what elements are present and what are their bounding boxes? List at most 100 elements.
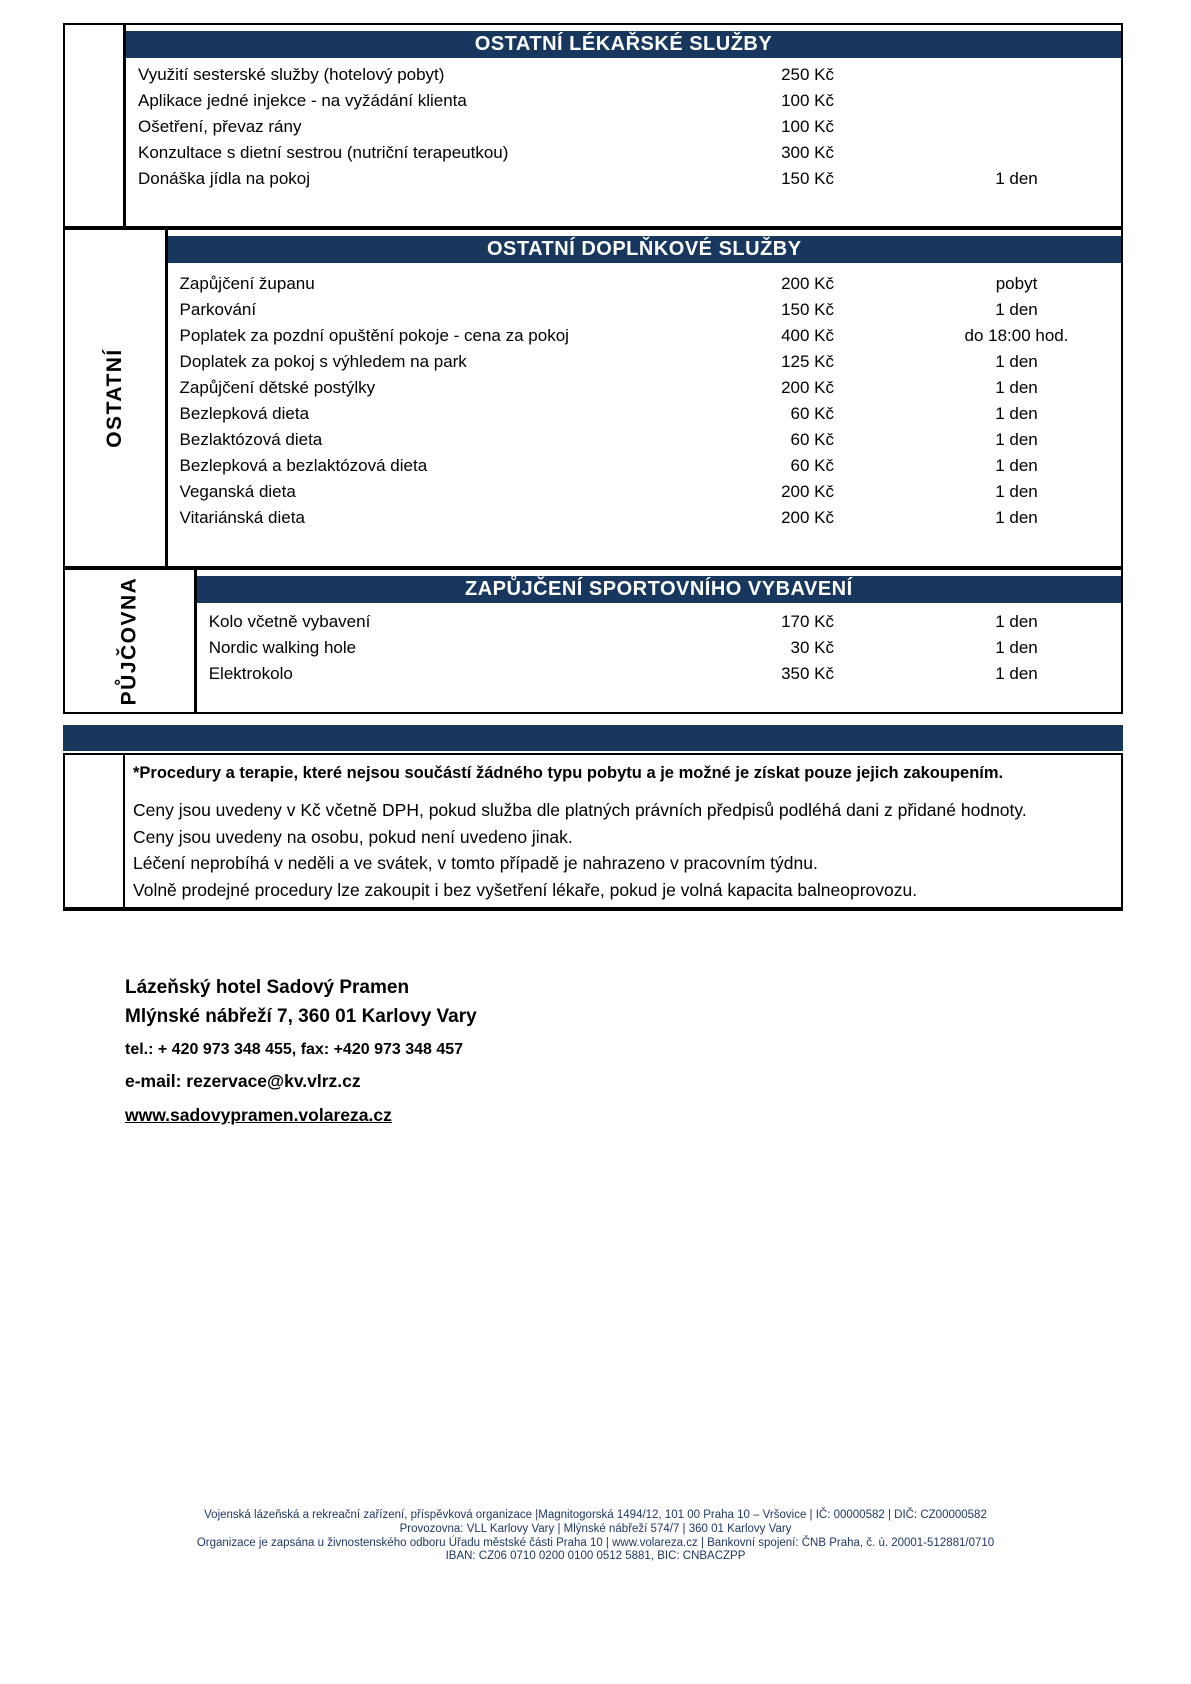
service-price: 125 Kč [781, 352, 834, 371]
service-price: 60 Kč [790, 456, 834, 475]
table-row: Ošetření, převaz rány 100 Kč [126, 114, 1121, 140]
price-table: OSTATNÍ DOPLŇKOVÉ SLUŽBY Zapůjčení župan… [167, 230, 1121, 566]
table-row: Elektrokolo 350 Kč 1 den [197, 661, 1121, 687]
section-header: OSTATNÍ DOPLŇKOVÉ SLUŽBY [167, 236, 1121, 263]
service-unit: 1 den [995, 482, 1038, 501]
footer-line: Organizace je zapsána u živnostenského o… [196, 1536, 995, 1549]
hotel-address: Mlýnské nábřeží 7, 360 01 Karlovy Vary [125, 1006, 477, 1027]
note-line: Ceny jsou uvedeny na osobu, pokud není u… [133, 826, 573, 847]
note-procedures: *Procedury a terapie, které nejsou součá… [133, 764, 1004, 782]
table-row: Konzultace s dietní sestrou (nutriční te… [126, 140, 1121, 166]
service-unit: do 18:00 hod. [964, 326, 1069, 345]
service-price: 170 Kč [781, 612, 834, 631]
section-header: OSTATNÍ LÉKAŘSKÉ SLUŽBY [126, 31, 1121, 58]
table-row: Zapůjčení dětské postýlky 200 Kč 1 den [168, 375, 1121, 401]
contact-block: Lázeňský hotel Sadový Pramen Mlýnské náb… [125, 973, 1123, 1126]
service-price: 200 Kč [781, 482, 834, 501]
service-price: 150 Kč [781, 169, 834, 188]
divider-bar [63, 725, 1123, 751]
note-line: Volně prodejné procedury lze zakoupit i … [133, 879, 918, 900]
service-price: 300 Kč [781, 143, 834, 162]
service-name: Zapůjčení dětské postýlky [179, 378, 376, 397]
hotel-phone-fax: tel.: + 420 973 348 455, fax: +420 973 3… [125, 1041, 464, 1058]
service-price: 350 Kč [781, 664, 834, 683]
service-name: Využití sesterské služby (hotelový pobyt… [138, 65, 445, 84]
service-price: 400 Kč [781, 326, 834, 345]
service-unit: 1 den [995, 612, 1038, 631]
footer-line: Vojenská lázeňská a rekreační zařízení, … [204, 1509, 987, 1521]
service-price: 100 Kč [781, 117, 834, 136]
service-name: Aplikace jedné injekce - na vyžádání kli… [138, 91, 467, 110]
service-price: 60 Kč [790, 404, 834, 423]
service-unit: 1 den [995, 508, 1038, 527]
service-unit: 1 den [995, 430, 1038, 449]
table-row: Využití sesterské služby (hotelový pobyt… [126, 62, 1121, 88]
service-price: 200 Kč [781, 508, 834, 527]
service-price: 200 Kč [781, 378, 834, 397]
service-unit: 1 den [995, 664, 1038, 683]
note-line: Ceny jsou uvedeny v Kč včetně DPH, pokud… [133, 800, 1027, 820]
service-price: 200 Kč [781, 274, 834, 293]
table-row: Veganská dieta 200 Kč 1 den [168, 479, 1121, 505]
service-unit: 1 den [995, 456, 1038, 475]
section-header: ZAPŮJČENÍ SPORTOVNÍHO VYBAVENÍ [196, 576, 1121, 603]
service-price: 30 Kč [790, 638, 834, 657]
table-row: Donáška jídla na pokoj 150 Kč 1 den [126, 166, 1121, 192]
service-name: Bezlepková dieta [179, 404, 310, 423]
table-row: Bezlepková dieta 60 Kč 1 den [168, 401, 1121, 427]
page-footer: Vojenská lázeňská a rekreační zařízení, … [0, 1509, 1191, 1564]
service-name: Ošetření, převaz rány [138, 117, 302, 136]
sidebar-label: PŮJČOVNA [117, 576, 141, 706]
sidebar-cell-pujcovna: PŮJČOVNA [65, 570, 197, 712]
table-row: Poplatek za pozdní opuštění pokoje - cen… [168, 323, 1121, 349]
table-row: Nordic walking hole 30 Kč 1 den [197, 635, 1121, 661]
price-section-medical-services: OSTATNÍ LÉKAŘSKÉ SLUŽBY Využití sestersk… [63, 23, 1123, 228]
sidebar-cell-empty [65, 25, 126, 226]
table-rows: Využití sesterské služby (hotelový pobyt… [126, 58, 1121, 192]
service-name: Poplatek za pozdní opuštění pokoje - cen… [179, 326, 569, 345]
service-price: 60 Kč [790, 430, 834, 449]
table-rows: Kolo včetně vybavení 170 Kč 1 den Nordic wa… [197, 603, 1121, 687]
service-name: Bezlepková a bezlaktózová dieta [179, 456, 428, 475]
table-row: Doplatek za pokoj s výhledem na park 125 … [168, 349, 1121, 375]
price-section-additional-services: OSTATNÍ OSTATNÍ DOPLŇKOVÉ SLUŽBY Zapůjče… [63, 228, 1123, 568]
table-row: Aplikace jedné injekce - na vyžádání kli… [126, 88, 1121, 114]
price-list-body: OSTATNÍ LÉKAŘSKÉ SLUŽBY Využití sestersk… [63, 23, 1123, 1126]
service-name: Zapůjčení županu [179, 274, 315, 293]
service-price: 250 Kč [781, 65, 834, 84]
service-unit: 1 den [995, 169, 1038, 188]
service-unit: 1 den [995, 638, 1038, 657]
table-row: Vitariánská dieta 200 Kč 1 den [168, 505, 1121, 531]
service-price: 150 Kč [781, 300, 834, 319]
notes-box: *Procedury a terapie, které nejsou součá… [63, 753, 1123, 911]
service-name: Konzultace s dietní sestrou (nutriční te… [138, 143, 509, 162]
notes-content: *Procedury a terapie, které nejsou součá… [125, 755, 1121, 907]
service-name: Kolo včetně vybavení [208, 612, 371, 631]
table-row: Parkování 150 Kč 1 den [168, 297, 1121, 323]
table-row: Bezlaktózová dieta 60 Kč 1 den [168, 427, 1121, 453]
hotel-email: e-mail: rezervace@kv.vlrz.cz [125, 1071, 361, 1091]
price-section-sport-equipment: PŮJČOVNA ZAPŮJČENÍ SPORTOVNÍHO VYBAVENÍ … [63, 568, 1123, 714]
service-price: 100 Kč [781, 91, 834, 110]
table-row: Zapůjčení županu 200 Kč pobyt [168, 271, 1121, 297]
service-name: Elektrokolo [208, 664, 293, 683]
price-table: OSTATNÍ LÉKAŘSKÉ SLUŽBY Využití sestersk… [126, 25, 1121, 226]
service-name: Nordic walking hole [208, 638, 357, 657]
note-line: Léčení neprobíhá v neděli a ve svátek, v… [133, 853, 818, 873]
sidebar-cell-ostatni: OSTATNÍ [65, 230, 168, 566]
service-unit: 1 den [995, 378, 1038, 397]
table-rows: Zapůjčení županu 200 Kč pobyt Parkování 150 … [168, 263, 1121, 531]
footer-line: IBAN: CZ06 0710 0200 0100 0512 5881, BIC… [445, 1550, 746, 1563]
price-table: ZAPŮJČENÍ SPORTOVNÍHO VYBAVENÍ Kolo včet… [196, 570, 1121, 712]
service-unit: 1 den [995, 300, 1038, 319]
sidebar-label: OSTATNÍ [102, 348, 126, 448]
notes-sidebar-cell-empty [65, 755, 125, 907]
table-row: Bezlepková a bezlaktózová dieta 60 Kč 1 de… [168, 453, 1121, 479]
service-unit: pobyt [995, 274, 1038, 293]
service-name: Veganská dieta [179, 482, 296, 501]
hotel-website-link[interactable]: www.sadovypramen.volareza.cz [125, 1105, 392, 1125]
service-name: Donáška jídla na pokoj [138, 169, 311, 188]
footer-line: Provozovna: VLL Karlovy Vary | Mlýnské n… [399, 1522, 792, 1535]
service-name: Vitariánská dieta [179, 508, 305, 527]
